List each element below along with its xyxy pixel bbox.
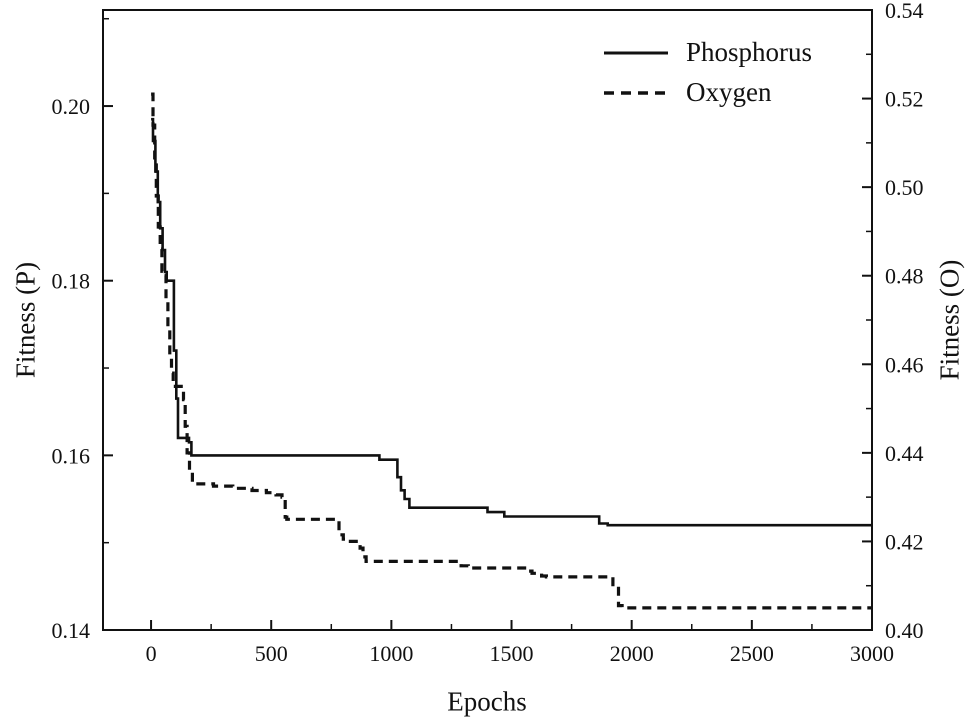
x-tick-label: 500 [255,641,288,666]
right-axis-ticks: 0.40 0.42 0.44 0.46 0.48 0.50 0.52 0.54 [862,0,924,643]
right-y-tick-label: 0.40 [885,618,924,643]
oxygen-dashed-line-sample [604,90,668,95]
x-tick-label: 1500 [490,641,534,666]
left-y-tick-label: 0.20 [52,94,91,119]
legend-label-phosphorus: Phosphorus [686,37,813,67]
x-tick-label: 1000 [369,641,413,666]
x-tick-label: 2500 [730,641,774,666]
legend-label-oxygen: Oxygen [686,76,772,107]
right-y-axis-label: Fitness (O) [934,259,965,381]
right-y-tick-label: 0.44 [885,441,924,466]
left-y-axis-label: Fitness (P) [10,261,41,379]
series-line-phosphorus [151,117,872,527]
x-axis-ticks: 0 500 1000 1500 2000 2500 3000 [146,620,894,666]
right-y-tick-label: 0.48 [885,264,924,289]
x-tick-label: 0 [146,641,157,666]
axes-frame [102,9,873,631]
x-tick-label: 3000 [850,641,894,666]
left-y-tick-label: 0.16 [52,443,91,468]
legend: Phosphorus Oxygen [602,37,813,108]
x-tick-label: 2000 [610,641,654,666]
x-axis-label: Epochs [447,686,527,717]
right-y-tick-label: 0.52 [885,87,924,112]
phosphorus-solid-line-sample [604,51,668,55]
right-y-tick-label: 0.50 [885,175,924,200]
right-y-tick-label: 0.54 [885,0,924,23]
left-y-tick-label: 0.18 [52,269,91,294]
right-y-tick-label: 0.46 [885,352,924,377]
series-line-oxygen [151,92,872,610]
left-axis-ticks: 0.14 0.16 0.18 0.20 [52,17,113,643]
legend-item-phosphorus: Phosphorus [602,37,813,68]
legend-item-oxygen: Oxygen [602,76,812,108]
right-y-tick-label: 0.42 [885,529,924,554]
left-y-tick-label: 0.14 [52,618,91,643]
